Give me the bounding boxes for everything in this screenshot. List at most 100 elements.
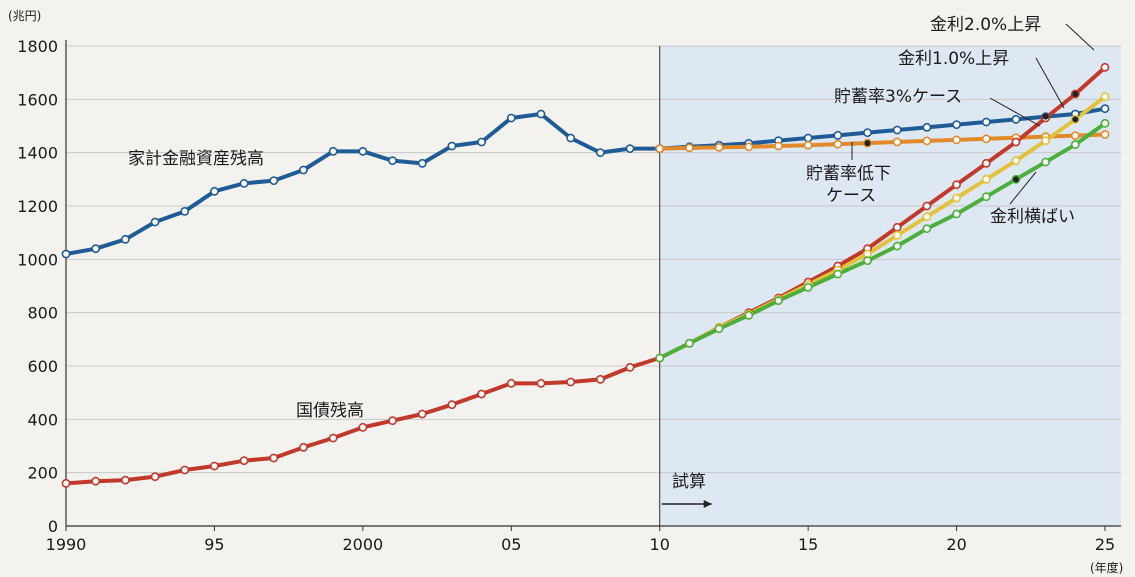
data-point-savings3 [1011,114,1021,124]
data-point-rate1 [1100,92,1110,102]
data-point-assets [91,244,101,254]
data-point-debt [269,453,279,463]
data-point-savings3 [863,128,872,138]
x-tick-label: 1990 [46,535,87,554]
data-point-assets [120,234,130,244]
x-tick-label: 25 [1095,535,1115,554]
data-point-rate2 [981,158,991,168]
data-point-debt [536,378,546,388]
data-point-savings_low [981,134,991,144]
x-axis-unit: (年度) [1090,560,1123,575]
data-point-savings_low [1100,130,1110,139]
data-point-rate0 [833,269,843,279]
data-point-assets [269,176,279,186]
data-point-savings3 [803,133,813,143]
data-point-savings_low [952,135,961,145]
data-point-rate0 [655,353,665,363]
data-point-assets [299,165,308,175]
series-label-savings_low: 貯蓄率低下ケース [806,164,891,206]
series-group [61,62,1110,488]
data-point-debt [328,433,338,443]
data-point-rate2 [922,201,932,211]
data-point-rate2 [1011,137,1021,147]
data-point-debt [358,422,368,432]
y-tick-label: 1400 [17,144,58,163]
data-point-assets [61,249,71,259]
data-point-rate1 [922,212,932,222]
data-point-assets [180,206,190,216]
data-point-assets [239,178,249,188]
data-point-debt [506,378,516,388]
data-point-assets [477,137,486,147]
data-point-assets [536,109,546,119]
series-label-rate2: 金利2.0%上昇 [930,15,1041,35]
data-point-assets [328,146,338,156]
data-point-rate0 [1041,157,1051,167]
data-point-rate0 [892,241,902,251]
data-point-assets [388,156,397,166]
series-line-rate0 [658,121,1107,360]
data-point-savings_low [685,143,694,153]
data-point-rate2 [1100,62,1110,72]
annotation-marker [1012,176,1019,183]
data-point-debt [239,456,249,466]
data-point-debt [91,476,101,486]
annotation-marker [1072,91,1079,97]
data-point-debt [120,475,130,485]
y-tick-label: 600 [27,357,58,376]
data-point-rate0 [714,324,724,334]
data-point-rate1 [981,174,991,184]
series-line-savings3 [659,106,1106,151]
data-point-savings_low [655,144,665,154]
data-point-rate0 [1070,140,1080,150]
y-tick-label: 400 [27,410,58,429]
y-tick-label: 0 [48,517,58,536]
y-tick-label: 200 [27,464,58,483]
data-point-rate0 [863,256,872,266]
data-point-rate0 [922,224,932,234]
data-point-assets [358,146,368,156]
data-point-assets [595,148,605,158]
x-tick-label: 2000 [342,535,383,554]
series-line-savings_low [659,132,1106,151]
annotation-marker [1072,116,1079,123]
data-point-debt [625,362,635,372]
data-point-rate1 [892,230,902,240]
data-point-debt [477,389,486,399]
forecast-region [659,46,1121,526]
series-label-assets: 家計金融資産残高 [128,149,264,169]
data-point-rate0 [952,209,961,219]
data-point-rate0 [1100,118,1110,128]
series-label-savings3: 貯蓄率3%ケース [834,87,962,107]
annotation-leader [1035,57,1065,109]
annotation-leader [1065,23,1095,51]
data-point-debt [447,400,457,410]
data-point-savings_low [744,142,754,152]
data-point-debt [299,442,308,452]
series-label-rate0: 金利横ばい [990,207,1075,227]
forecast-label: 試算 [672,472,706,492]
data-point-assets [566,133,576,143]
series-label-debt: 国債残高 [296,401,364,421]
data-point-savings_low [833,139,843,149]
y-tick-label: 800 [27,304,58,323]
axes: 0 200 400 600 800 1000 1200 1400 1600 1800 1990 95 2… [17,37,1121,554]
data-point-debt [180,465,190,475]
data-point-debt [566,377,576,387]
data-point-rate2 [952,180,961,190]
y-tick-label: 1200 [17,197,58,216]
data-point-rate0 [744,310,754,320]
annotation-leader [989,97,1041,127]
data-point-debt [210,461,219,471]
data-point-assets [506,113,516,123]
data-point-assets [625,144,635,154]
data-point-rate2 [892,222,902,232]
data-point-rate1 [952,193,961,203]
x-tick-label: 05 [501,535,521,554]
data-point-rate0 [981,192,991,202]
data-point-savings_low [714,142,724,152]
x-tick-label: 15 [798,535,818,554]
y-tick-label: 1800 [17,37,58,56]
annotation-marker [864,140,871,147]
